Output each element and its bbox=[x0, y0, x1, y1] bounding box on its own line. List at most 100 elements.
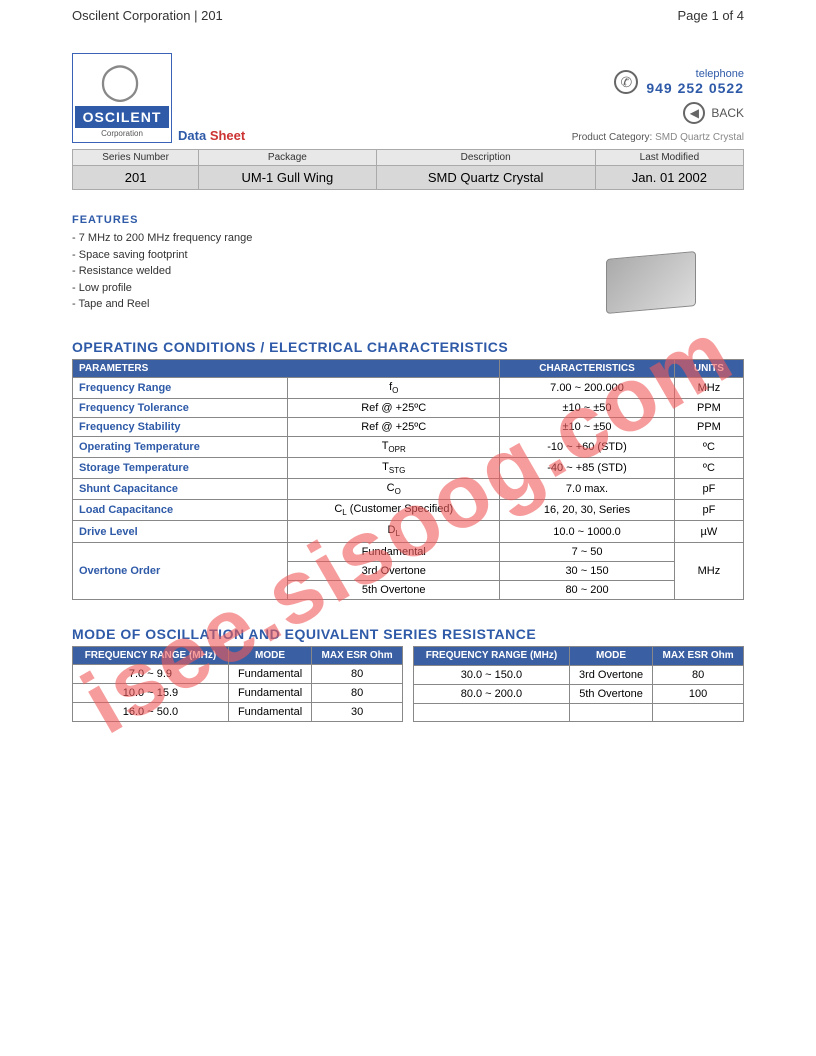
esr-cell: 10.0 ~ 15.9 bbox=[73, 683, 229, 702]
feature-item: 7 MHz to 200 MHz frequency range bbox=[72, 230, 744, 247]
esr-cell: 80.0 ~ 200.0 bbox=[414, 684, 570, 703]
esr-h-e: MAX ESR Ohm bbox=[312, 646, 403, 664]
summary-h1: Package bbox=[199, 150, 376, 166]
esr-section-title: MODE OF OSCILLATION AND EQUIVALENT SERIE… bbox=[72, 626, 744, 642]
back-label: BACK bbox=[711, 106, 744, 120]
char-param: Overtone Order bbox=[73, 542, 288, 599]
esr-h-f: FREQUENCY RANGE (MHz) bbox=[414, 646, 570, 665]
summary-c2: SMD Quartz Crystal bbox=[376, 166, 595, 190]
char-sym: TSTG bbox=[288, 457, 500, 478]
ds-data: Data bbox=[178, 128, 206, 143]
char-param: Operating Temperature bbox=[73, 436, 288, 457]
summary-c0: 201 bbox=[73, 166, 199, 190]
summary-h3: Last Modified bbox=[595, 150, 743, 166]
esr-cell: 80 bbox=[312, 664, 403, 683]
char-val: 7.00 ~ 200.000 bbox=[500, 377, 675, 398]
product-category-label: Product Category: bbox=[572, 132, 653, 143]
char-sym: TOPR bbox=[288, 436, 500, 457]
logo-name: OSCILENT bbox=[75, 106, 169, 128]
char-val: ±10 ~ ±50 bbox=[500, 417, 675, 436]
char-unit: PPM bbox=[674, 398, 743, 417]
ds-sheet: Sheet bbox=[210, 128, 245, 143]
char-unit: PPM bbox=[674, 417, 743, 436]
tel-label: telephone bbox=[646, 68, 744, 80]
logo-sub: Corporation bbox=[75, 128, 169, 140]
char-sym: fO bbox=[288, 377, 500, 398]
char-sym: Fundamental bbox=[288, 542, 500, 561]
char-param: Storage Temperature bbox=[73, 457, 288, 478]
esr-cell: 7.0 ~ 9.9 bbox=[73, 664, 229, 683]
char-unit: ºC bbox=[674, 457, 743, 478]
summary-c3: Jan. 01 2002 bbox=[595, 166, 743, 190]
top-bar: ◯ OSCILENT Corporation Data Sheet ✆ tele… bbox=[72, 53, 744, 143]
esr-cell: 3rd Overtone bbox=[569, 665, 652, 684]
tel-number: 949 252 0522 bbox=[646, 80, 744, 96]
datasheet-label: Data Sheet bbox=[178, 128, 245, 143]
contact-block: ✆ telephone 949 252 0522 ◀ BACK Product … bbox=[572, 68, 744, 143]
char-unit: µW bbox=[674, 521, 743, 542]
phone-icon: ✆ bbox=[614, 70, 638, 94]
esr-h-e: MAX ESR Ohm bbox=[653, 646, 744, 665]
summary-table: Series Number Package Description Last M… bbox=[72, 149, 744, 190]
characteristics-table: PARAMETERS CHARACTERISTICS UNITS Frequen… bbox=[72, 359, 744, 600]
back-icon: ◀ bbox=[683, 102, 705, 124]
char-param: Frequency Tolerance bbox=[73, 398, 288, 417]
product-image bbox=[606, 251, 696, 314]
esr-cell: Fundamental bbox=[228, 664, 311, 683]
esr-cell: Fundamental bbox=[228, 702, 311, 721]
esr-table-right: FREQUENCY RANGE (MHz) MODE MAX ESR Ohm 3… bbox=[413, 646, 744, 722]
esr-h-m: MODE bbox=[569, 646, 652, 665]
summary-h2: Description bbox=[376, 150, 595, 166]
esr-cell: Fundamental bbox=[228, 683, 311, 702]
char-val: ±10 ~ ±50 bbox=[500, 398, 675, 417]
summary-h0: Series Number bbox=[73, 150, 199, 166]
esr-cell: 100 bbox=[653, 684, 744, 703]
esr-h-f: FREQUENCY RANGE (MHz) bbox=[73, 646, 229, 664]
char-sym: CO bbox=[288, 479, 500, 500]
char-unit: MHz bbox=[674, 542, 743, 599]
char-sym: CL (Customer Specified) bbox=[288, 500, 500, 521]
header-right: Page 1 of 4 bbox=[678, 8, 745, 23]
char-unit: pF bbox=[674, 479, 743, 500]
esr-cell: 30 bbox=[312, 702, 403, 721]
char-section-title: OPERATING CONDITIONS / ELECTRICAL CHARAC… bbox=[72, 339, 744, 355]
char-val: -10 ~ +60 (STD) bbox=[500, 436, 675, 457]
esr-cell bbox=[653, 703, 744, 721]
char-sym: 3rd Overtone bbox=[288, 561, 500, 580]
logo-block: ◯ OSCILENT Corporation Data Sheet bbox=[72, 53, 245, 143]
product-category-value: SMD Quartz Crystal bbox=[655, 132, 744, 143]
char-param: Drive Level bbox=[73, 521, 288, 542]
char-val: 30 ~ 150 bbox=[500, 561, 675, 580]
char-sym: DL bbox=[288, 521, 500, 542]
esr-cell: 80 bbox=[312, 683, 403, 702]
summary-c1: UM-1 Gull Wing bbox=[199, 166, 376, 190]
char-param: Frequency Range bbox=[73, 377, 288, 398]
char-val: 80 ~ 200 bbox=[500, 580, 675, 599]
char-param: Load Capacitance bbox=[73, 500, 288, 521]
features-title: FEATURES bbox=[72, 214, 744, 226]
logo-ring-icon: ◯ bbox=[75, 56, 165, 106]
esr-cell bbox=[569, 703, 652, 721]
char-param: Shunt Capacitance bbox=[73, 479, 288, 500]
char-sym: Ref @ +25ºC bbox=[288, 398, 500, 417]
char-h-u: UNITS bbox=[674, 359, 743, 377]
char-sym: Ref @ +25ºC bbox=[288, 417, 500, 436]
char-h-p: PARAMETERS bbox=[73, 359, 500, 377]
char-val: 7 ~ 50 bbox=[500, 542, 675, 561]
char-val: 16, 20, 30, Series bbox=[500, 500, 675, 521]
char-param: Frequency Stability bbox=[73, 417, 288, 436]
esr-cell: 5th Overtone bbox=[569, 684, 652, 703]
char-unit: pF bbox=[674, 500, 743, 521]
esr-cell bbox=[414, 703, 570, 721]
char-val: 7.0 max. bbox=[500, 479, 675, 500]
char-val: -40 ~ +85 (STD) bbox=[500, 457, 675, 478]
header-left: Oscilent Corporation | 201 bbox=[72, 8, 223, 23]
char-sym: 5th Overtone bbox=[288, 580, 500, 599]
back-button[interactable]: ◀ BACK bbox=[572, 102, 744, 124]
esr-h-m: MODE bbox=[228, 646, 311, 664]
esr-cell: 16.0 ~ 50.0 bbox=[73, 702, 229, 721]
page-header: Oscilent Corporation | 201 Page 1 of 4 bbox=[0, 0, 816, 23]
esr-table-left: FREQUENCY RANGE (MHz) MODE MAX ESR Ohm 7… bbox=[72, 646, 403, 722]
esr-cell: 30.0 ~ 150.0 bbox=[414, 665, 570, 684]
esr-cell: 80 bbox=[653, 665, 744, 684]
